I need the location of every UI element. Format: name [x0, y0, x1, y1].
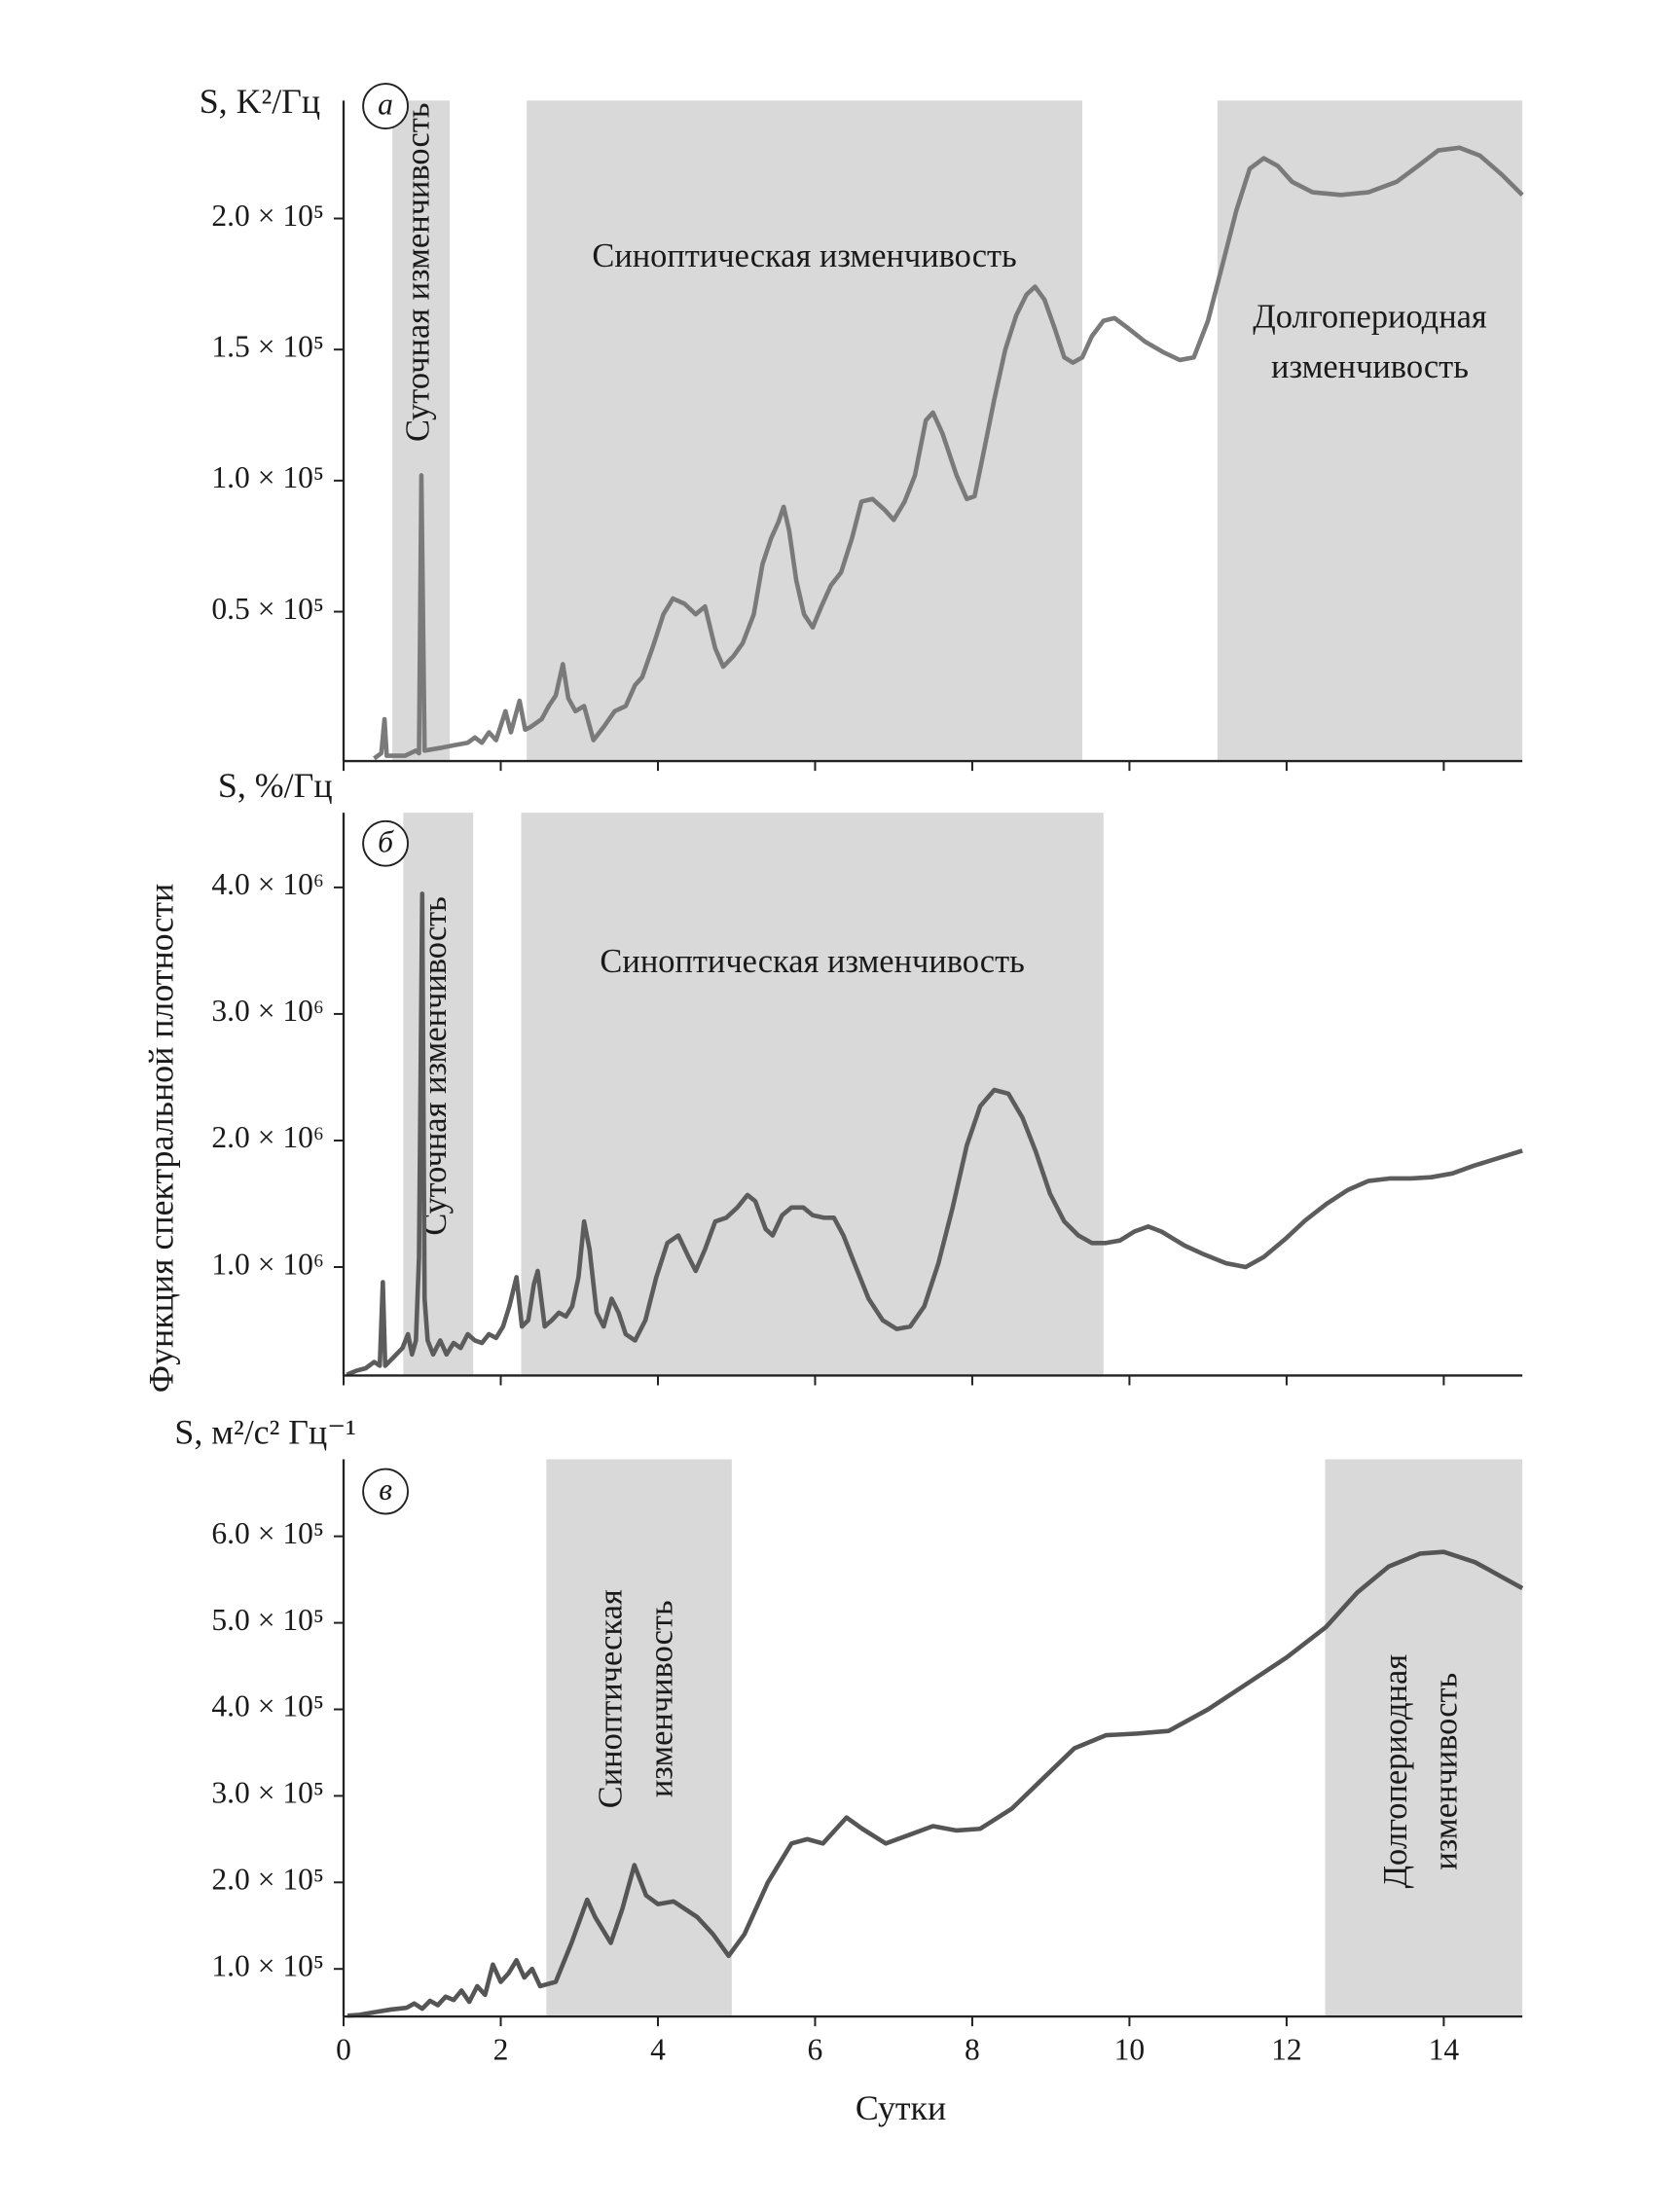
band-label: изменчивость [642, 1600, 679, 1797]
y-tick-label: 3.0 × 10⁵ [211, 1776, 324, 1810]
band-label: Синоптическая изменчивость [600, 943, 1024, 980]
band-label: Синоптическая изменчивость [592, 237, 1016, 274]
panel-letter: в [379, 1472, 392, 1506]
y-tick-label: 6.0 × 10⁵ [211, 1516, 324, 1550]
band [1217, 100, 1523, 762]
y-tick-label: 2.0 × 10⁶ [211, 1120, 324, 1154]
x-tick-label: 2 [493, 2033, 509, 2067]
band [521, 813, 1104, 1376]
y-tick-label: 0.5 × 10⁵ [211, 592, 324, 626]
band [403, 813, 474, 1376]
data-line [373, 145, 1524, 761]
panel-circle [362, 819, 409, 867]
y-tick-label: 1.0 × 10⁵ [211, 1948, 324, 1982]
y-tick-label: 4.0 × 10⁶ [211, 867, 324, 901]
panel-letter: б [378, 824, 394, 858]
x-tick-label: 12 [1271, 2033, 1302, 2067]
y-tick-label: 4.0 × 10⁵ [211, 1689, 324, 1723]
y-tick-label: 2.0 × 10⁵ [211, 1863, 324, 1897]
band [1325, 1459, 1523, 2017]
x-tick-label: 10 [1114, 2033, 1146, 2067]
band-label: Долгопериодная [1253, 299, 1487, 336]
unit-label: S, %/Гц [218, 766, 333, 805]
y-tick-label: 2.0 × 10⁵ [211, 199, 324, 233]
panel-circle [362, 1468, 409, 1515]
x-tick-label: 14 [1429, 2033, 1460, 2067]
y-tick-label: 3.0 × 10⁶ [211, 994, 324, 1028]
data-line [346, 1549, 1524, 2018]
band-label: Синоптическая [593, 1589, 630, 1808]
band-label: Долгопериодная [1377, 1654, 1414, 1889]
x-axis-label: Сутки [856, 2088, 946, 2127]
data-line [346, 891, 1523, 1377]
y-axis-label: Функция спектральной плотности [142, 884, 181, 1393]
band-label: изменчивость [1271, 348, 1469, 385]
band-label: изменчивость [1428, 1673, 1465, 1870]
unit-label: S, K²/Гц [200, 82, 320, 121]
band [527, 100, 1082, 762]
y-tick-label: 1.0 × 10⁶ [211, 1247, 324, 1281]
unit-label: S, м²/с² Гц⁻¹ [174, 1412, 356, 1451]
y-tick-label: 5.0 × 10⁵ [211, 1603, 324, 1637]
panel-circle [362, 83, 409, 129]
x-tick-label: 6 [808, 2033, 823, 2067]
x-tick-label: 4 [650, 2033, 666, 2067]
band-label: Суточная изменчивость [399, 103, 436, 443]
x-tick-label: 0 [336, 2033, 351, 2067]
y-tick-label: 1.5 × 10⁵ [211, 329, 324, 363]
y-tick-label: 1.0 × 10⁵ [211, 460, 324, 494]
x-tick-label: 8 [965, 2033, 980, 2067]
panel-letter: а [378, 88, 393, 122]
